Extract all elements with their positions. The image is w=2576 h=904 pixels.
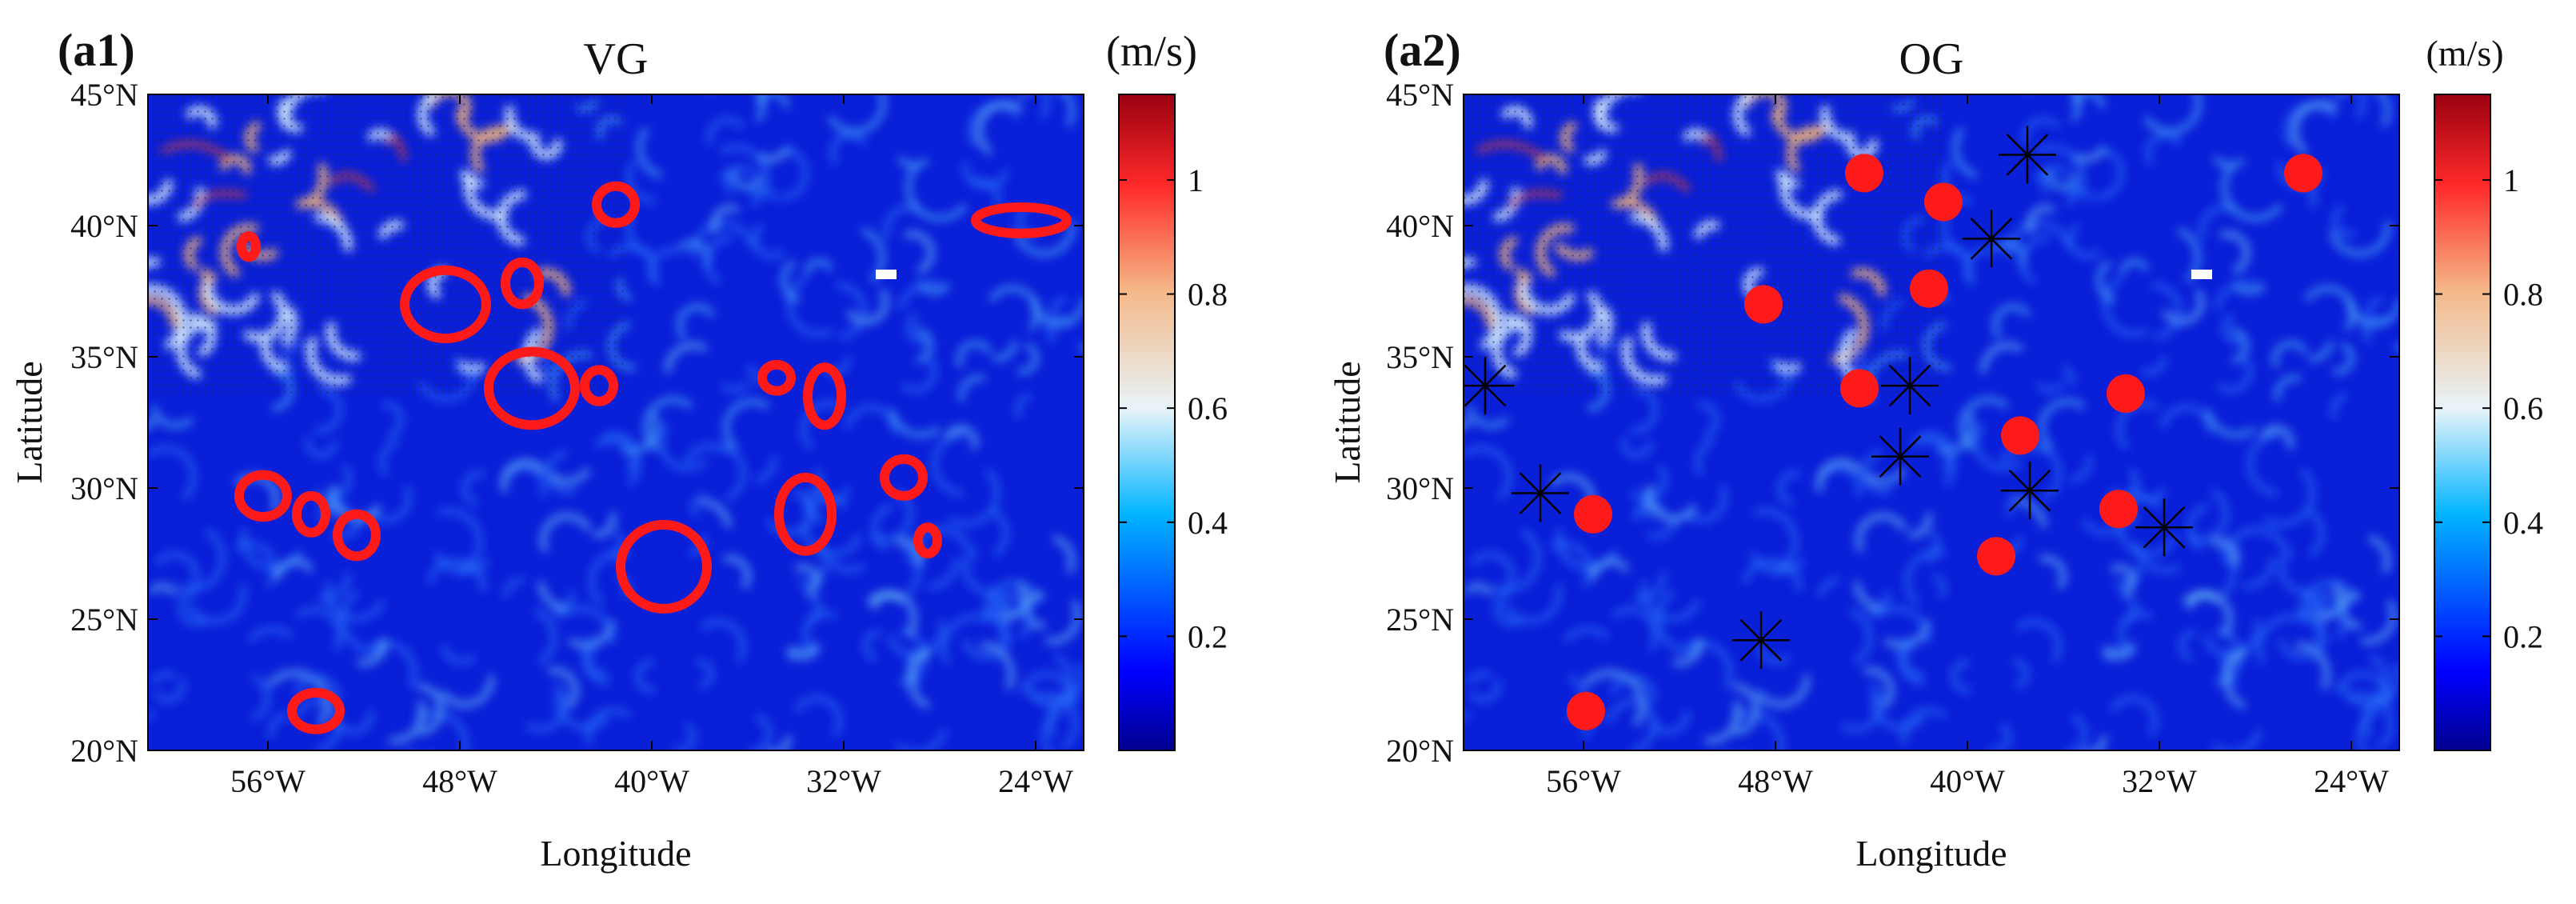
eddy-contour [400,265,491,344]
x-tick-label: 56°W [1546,763,1621,799]
plot-frame-a1 [147,94,1084,751]
y-axis-label-a2: Latitude [1327,361,1368,483]
y-tick-label: 35°N [70,339,138,375]
velocity-field-a1 [148,94,1084,750]
eddy-center-dot [2284,154,2322,193]
eddy-center-dot [1574,494,1612,534]
y-axis-a1: 20°N 25°N 30°N 35°N 40°N 45°N [70,77,1084,769]
colorbar-tick-label: 0.4 [2503,505,2543,541]
eddy-contour [501,257,544,310]
eddy-contour [757,359,796,396]
y-tick-label: 30°N [70,470,138,506]
colorbar-tick-label: 1 [1188,162,1204,198]
panel-a1: (a1) VG 56°W 48°W 40°W 32°W 24°W 20°N 25°N 30°… [9,24,1228,874]
eddy-contour [580,365,618,406]
y-tick-label: 30°N [1386,470,1454,506]
y-tick-label: 35°N [1386,339,1454,375]
y-tick-label: 25°N [1386,602,1454,638]
eddy-contour [880,454,928,501]
colorbar-tick-label: 0.6 [1188,390,1228,426]
velocity-field-a2 [1464,94,2399,750]
eddy-center-dot [2001,416,2039,455]
x-tick-label: 24°W [998,763,1073,799]
star-marker [1999,126,2056,184]
star-marker [1881,357,1939,415]
x-axis-a1: 56°W 48°W 40°W 32°W 24°W [230,94,1073,799]
x-axis-label-a2: Longitude [1855,833,2007,874]
eddy-center-dot [1840,369,1879,408]
land-patch [876,270,897,279]
panel-title-og: OG [1899,34,1964,84]
eddy-contour [287,687,345,734]
star-marker [1732,611,1790,670]
eddy-contour [484,346,580,430]
y-tick-label: 45°N [70,77,138,113]
eddy-contour [292,490,330,538]
x-axis-a2: 56°W 48°W 40°W 32°W 24°W [1546,94,2389,799]
y-axis-a2: 20°N 25°N 30°N 35°N 40°N 45°N [1386,77,2399,769]
x-tick-label: 56°W [230,763,306,799]
colorbar-tick-label: 0.8 [1188,277,1228,313]
y-tick-label: 20°N [70,733,138,769]
eddy-center-dot [1567,691,1605,730]
panel-title-vg: VG [584,34,649,84]
eddy-contour [913,522,942,558]
x-tick-label: 24°W [2314,763,2389,799]
plot-frame-a2 [1463,94,2400,751]
land-patch [2191,270,2212,279]
x-tick-label: 40°W [1930,763,2005,799]
colorbar-a1: (m/s) 0.2 0.4 0.6 0.8 1 [1106,27,1228,751]
eddy-contour [616,519,712,614]
y-tick-label: 40°N [1386,208,1454,244]
colorbar-unit-a1: (m/s) [1106,27,1197,75]
eddy-contour [237,231,261,262]
x-tick-label: 48°W [422,763,497,799]
star-marker [2135,498,2193,557]
eddy-center-dot [1910,269,1948,308]
x-tick-label: 40°W [614,763,689,799]
eddy-contour [971,202,1072,238]
colorbar-tick-label: 0.4 [1188,505,1228,541]
eddy-contour [592,181,640,228]
y-tick-label: 45°N [1386,77,1454,113]
eddy-contour [234,470,292,522]
y-axis-label-a1: Latitude [9,361,50,483]
eddy-center-dot [2107,374,2145,413]
eddy-center-dot [1924,182,1963,222]
x-axis-label-a1: Longitude [540,833,691,874]
eddy-contour [333,509,381,562]
eddy-center-dot [2099,490,2138,529]
star-marker [1464,357,1514,415]
x-tick-label: 32°W [806,763,881,799]
colorbar-tick-label: 0.2 [1188,618,1228,654]
colorbar-tick-label: 1 [2503,162,2519,198]
eddy-center-dot [1845,154,1883,193]
eddy-contour [803,362,846,430]
y-tick-label: 20°N [1386,733,1454,769]
eddy-center-dot [1977,537,2015,576]
colorbar-tick-label: 0.6 [2503,390,2543,426]
star-marker [1871,427,1929,486]
eddy-center-dot [1744,285,1783,324]
panel-label-a1: (a1) [58,24,135,76]
star-marker [2001,462,2059,520]
colorbar-a2: (m/s) 0.2 0.4 0.6 0.8 1 [2426,33,2543,751]
colorbar-unit-a2: (m/s) [2426,33,2503,74]
eddy-contour [774,472,837,556]
colorbar-tick-label: 0.8 [2503,277,2543,313]
colorbar-tick-label: 0.2 [2503,618,2543,654]
y-tick-label: 40°N [70,208,138,244]
y-tick-label: 25°N [70,602,138,638]
star-marker [1963,210,2020,268]
panel-a2: (a2) OG 56°W 48°W 40°W 32°W 24°W 20°N 25°N 30°… [1327,24,2543,874]
x-tick-label: 32°W [2122,763,2197,799]
panel-label-a2: (a2) [1384,24,1461,76]
x-tick-label: 48°W [1738,763,1813,799]
star-marker [1512,464,1569,522]
